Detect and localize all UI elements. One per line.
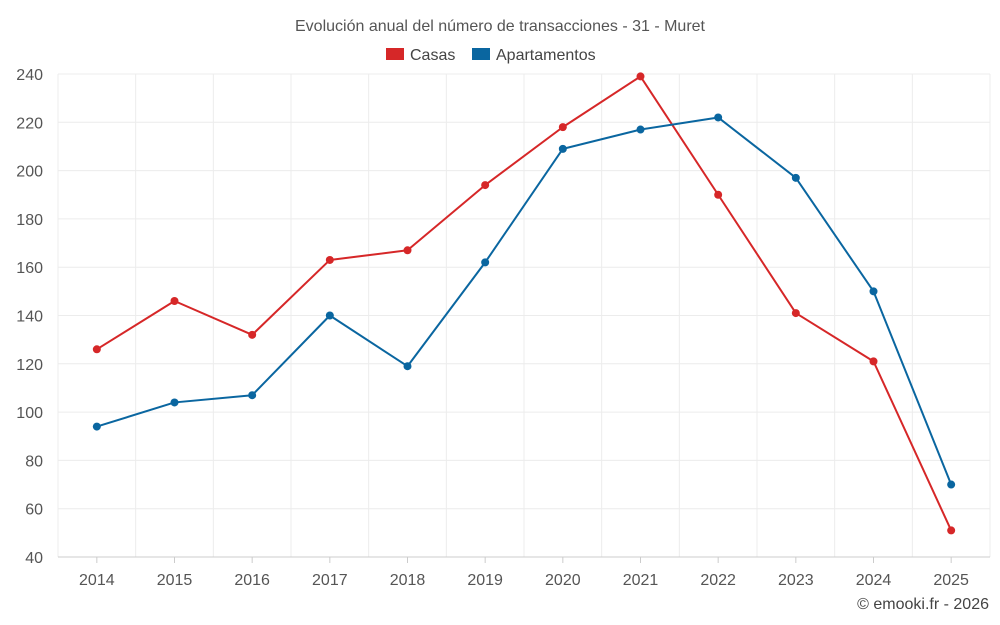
x-tick-label-2023: 2023 xyxy=(778,572,814,589)
point-casas-2024[interactable] xyxy=(869,357,878,366)
point-casas-2022[interactable] xyxy=(714,190,723,199)
x-tick-label-2016: 2016 xyxy=(234,572,270,589)
point-apartamentos-2017[interactable] xyxy=(325,311,334,320)
legend-swatch-casas xyxy=(386,48,404,60)
point-apartamentos-2016[interactable] xyxy=(248,391,257,400)
point-apartamentos-2025[interactable] xyxy=(947,480,956,489)
point-casas-2017[interactable] xyxy=(325,255,334,264)
point-casas-2021[interactable] xyxy=(636,72,645,81)
point-apartamentos-2014[interactable] xyxy=(92,422,101,431)
point-apartamentos-2020[interactable] xyxy=(558,144,567,153)
y-tick-label-80: 80 xyxy=(25,453,43,470)
point-casas-2025[interactable] xyxy=(947,526,956,535)
point-casas-2020[interactable] xyxy=(558,123,567,132)
point-apartamentos-2023[interactable] xyxy=(791,173,800,182)
x-tick-label-2019: 2019 xyxy=(467,572,503,589)
x-tick-label-2020: 2020 xyxy=(545,572,581,589)
y-tick-label-40: 40 xyxy=(25,550,43,567)
y-tick-label-100: 100 xyxy=(16,405,43,422)
x-tick-label-2017: 2017 xyxy=(312,572,348,589)
x-tick-label-2015: 2015 xyxy=(157,572,193,589)
y-tick-label-220: 220 xyxy=(16,115,43,132)
point-casas-2018[interactable] xyxy=(403,246,412,255)
grid xyxy=(57,73,991,557)
y-tick-label-60: 60 xyxy=(25,502,43,519)
chart-title: Evolución anual del número de transaccio… xyxy=(295,18,706,35)
point-apartamentos-2018[interactable] xyxy=(403,362,412,371)
x-tick-label-2018: 2018 xyxy=(390,572,426,589)
point-apartamentos-2015[interactable] xyxy=(170,398,179,407)
point-apartamentos-2022[interactable] xyxy=(714,113,723,122)
point-casas-2023[interactable] xyxy=(791,309,800,318)
point-casas-2014[interactable] xyxy=(92,345,101,354)
point-casas-2019[interactable] xyxy=(481,181,490,190)
point-apartamentos-2019[interactable] xyxy=(481,258,490,267)
point-apartamentos-2021[interactable] xyxy=(636,125,645,134)
y-tick-label-140: 140 xyxy=(16,309,43,326)
series-line-apartamentos xyxy=(96,116,953,485)
series-line-casas xyxy=(96,75,953,531)
x-tick-label-2024: 2024 xyxy=(856,572,892,589)
x-tick-label-2014: 2014 xyxy=(79,572,115,589)
credit-text: © emooki.fr - 2026 xyxy=(857,596,989,613)
x-tick-label-2021: 2021 xyxy=(623,572,659,589)
point-casas-2015[interactable] xyxy=(170,297,179,306)
y-tick-label-240: 240 xyxy=(16,67,43,84)
legend-label-apartamentos[interactable]: Apartamentos xyxy=(496,47,596,64)
series xyxy=(92,72,956,535)
legend-swatch-apartamentos xyxy=(472,48,490,60)
axes: 40 60 80 100 120 140 160 180 200 220 240 2014 2015 20… xyxy=(16,67,990,589)
y-tick-label-180: 180 xyxy=(16,212,43,229)
legend-label-casas[interactable]: Casas xyxy=(410,47,455,64)
y-tick-label-160: 160 xyxy=(16,260,43,277)
x-tick-label-2025: 2025 xyxy=(933,572,969,589)
legend: Casas Apartamentos xyxy=(386,47,596,64)
point-apartamentos-2024[interactable] xyxy=(869,287,878,296)
point-casas-2016[interactable] xyxy=(248,330,257,339)
x-tick-label-2022: 2022 xyxy=(700,572,736,589)
y-tick-label-120: 120 xyxy=(16,357,43,374)
y-tick-label-200: 200 xyxy=(16,164,43,181)
